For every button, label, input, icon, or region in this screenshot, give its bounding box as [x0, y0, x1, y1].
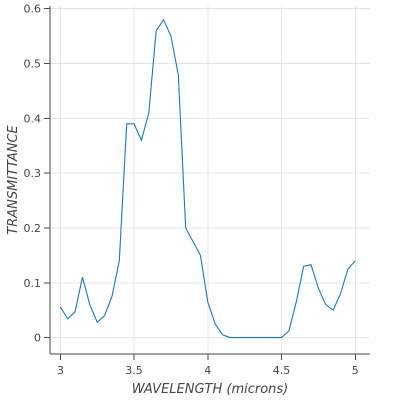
- x-tick-label: 4: [204, 364, 211, 377]
- series-line: [59, 18, 356, 339]
- y-axis-title: TRANSMITTANCE: [6, 124, 21, 234]
- y-tick-label: 0: [34, 332, 41, 345]
- x-tick-label: 4.5: [273, 364, 291, 377]
- x-axis-title: WAVELENGTH (microns): [132, 382, 289, 397]
- y-tick-label: 0.1: [24, 277, 42, 290]
- y-tick-label: 0.3: [24, 167, 42, 180]
- x-tick-label: 3: [57, 364, 64, 377]
- y-tick-label: 0.5: [24, 58, 42, 71]
- axes: 3 3.5 4 4.5 5 0 0.1 0.2 0.3 0.4 0.5 0.6: [24, 3, 370, 377]
- y-tick-label: 0.6: [24, 3, 42, 16]
- grid: [50, 6, 370, 354]
- y-tick-label: 0.4: [24, 112, 42, 125]
- y-tick-label: 0.2: [24, 222, 42, 235]
- series-layer: [59, 18, 356, 339]
- x-tick-label: 5: [352, 364, 359, 377]
- x-tick-label: 3.5: [125, 364, 143, 377]
